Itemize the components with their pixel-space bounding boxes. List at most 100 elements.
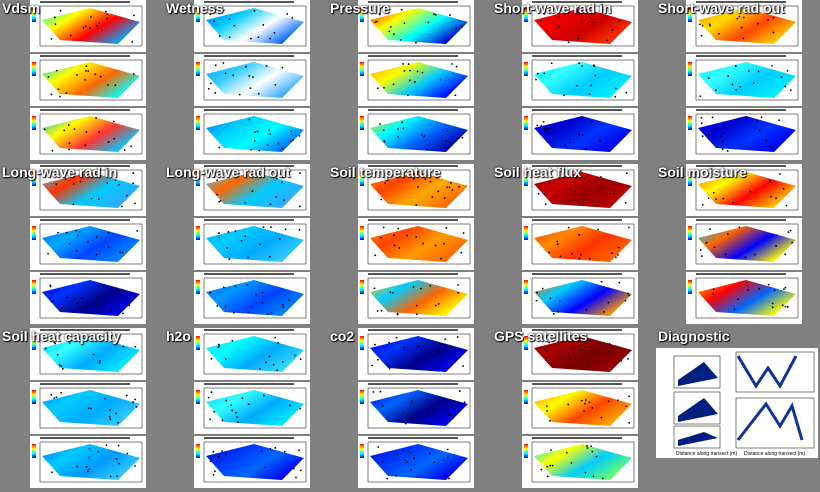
caption-line	[40, 219, 130, 221]
station	[756, 22, 759, 25]
station	[275, 196, 278, 198]
frame	[203, 223, 307, 265]
station	[429, 452, 431, 455]
station	[561, 353, 563, 356]
station	[107, 232, 110, 234]
frame	[735, 351, 815, 393]
colorbar	[688, 116, 692, 130]
station	[580, 18, 583, 21]
station	[590, 84, 593, 87]
station	[576, 11, 579, 13]
map-plot	[194, 0, 310, 52]
station	[747, 70, 750, 73]
map-field	[698, 116, 796, 152]
station	[556, 243, 559, 246]
station	[132, 182, 135, 185]
frame	[367, 441, 471, 483]
station	[567, 403, 570, 406]
station	[699, 249, 702, 251]
station	[87, 70, 90, 72]
station	[401, 121, 404, 124]
station	[457, 291, 459, 294]
station	[784, 85, 787, 88]
station	[705, 241, 708, 244]
station	[548, 180, 550, 183]
station	[549, 464, 552, 467]
station	[277, 341, 279, 344]
station	[88, 336, 91, 339]
profile	[678, 362, 718, 386]
station	[599, 140, 601, 142]
station	[95, 236, 98, 238]
station	[543, 193, 546, 196]
station	[252, 76, 254, 78]
colorbar	[32, 172, 36, 186]
station	[451, 417, 454, 420]
station	[282, 306, 285, 308]
map-field	[206, 62, 304, 98]
station	[232, 311, 235, 314]
colorbar	[688, 62, 692, 76]
map-field	[698, 280, 796, 316]
map-field	[42, 62, 140, 98]
station	[772, 16, 775, 19]
panel: Long-wave rad out	[164, 164, 328, 328]
frame	[367, 333, 471, 375]
station	[580, 399, 583, 402]
station	[261, 301, 264, 304]
map-plot	[358, 436, 474, 488]
map-plot	[194, 436, 310, 488]
panel-title: Wetness	[166, 0, 224, 16]
station	[628, 421, 631, 424]
station	[68, 148, 70, 151]
station	[272, 363, 275, 366]
station	[434, 13, 437, 16]
station	[721, 140, 724, 143]
station	[283, 199, 285, 202]
station	[90, 407, 92, 410]
station	[298, 134, 301, 137]
station	[218, 236, 221, 239]
station	[581, 349, 584, 352]
station	[284, 228, 287, 231]
station	[294, 354, 296, 357]
station	[286, 13, 289, 15]
station	[746, 284, 748, 287]
map-field	[370, 8, 468, 44]
map-field	[534, 390, 632, 426]
colorbar	[524, 444, 528, 458]
station	[82, 26, 85, 29]
station	[222, 9, 225, 12]
station	[69, 34, 72, 37]
station	[760, 116, 763, 119]
map-field	[206, 226, 304, 262]
station	[617, 254, 619, 256]
station	[402, 127, 405, 130]
station	[280, 181, 283, 184]
station	[216, 193, 218, 196]
station	[709, 228, 711, 231]
station	[591, 406, 594, 409]
station	[50, 37, 53, 40]
station	[55, 69, 58, 72]
station	[742, 37, 745, 40]
station	[244, 235, 247, 238]
station	[371, 364, 374, 367]
station	[548, 127, 551, 130]
station	[240, 239, 243, 242]
caption-line	[368, 1, 458, 3]
colorbar	[360, 8, 364, 22]
colorbar	[196, 8, 200, 22]
station	[618, 281, 621, 284]
panel: Soil temperature	[328, 164, 492, 328]
panel-title: Diagnostic	[658, 328, 730, 344]
station	[585, 308, 588, 311]
station	[724, 253, 727, 256]
station	[731, 83, 734, 86]
station	[62, 367, 64, 370]
station	[433, 13, 435, 16]
station	[570, 39, 573, 42]
station	[373, 287, 376, 290]
caption-line	[204, 55, 294, 57]
station	[108, 416, 111, 418]
